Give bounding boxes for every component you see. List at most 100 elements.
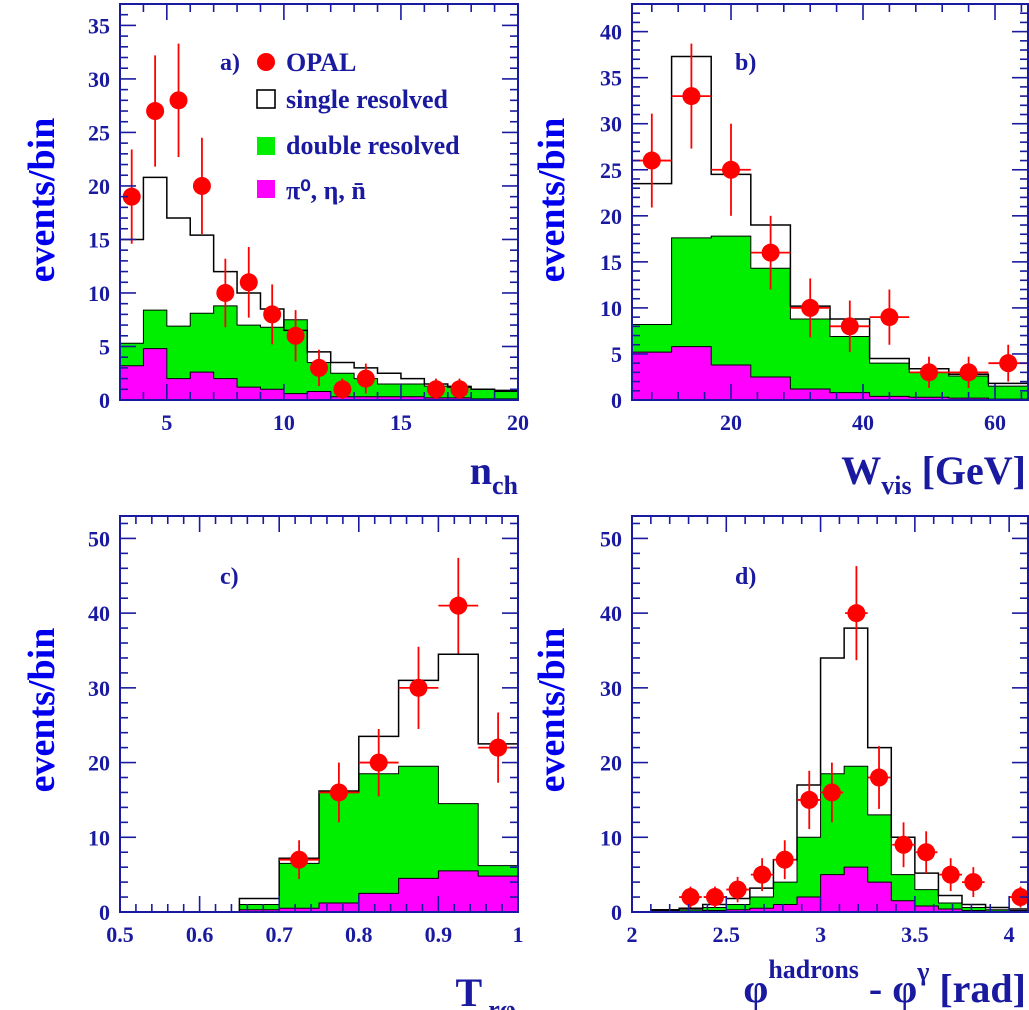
plot-frame [631,3,1029,401]
data-marker [880,308,899,327]
data-point [319,762,359,823]
plot-area [120,43,518,400]
y-axis: 0 10 20 30 40 50 [88,522,518,925]
data-marker [122,187,141,206]
y-tick-label: 10 [88,281,110,306]
legend-label-single: single resolved [286,85,449,114]
data-point [438,557,479,654]
data-marker [761,243,780,262]
data-marker [333,380,352,399]
data-marker [722,160,740,179]
data-marker [705,888,724,907]
panel-label: a) [220,50,240,76]
legend-label-pi0: π⁰, η, n̄ [286,176,366,205]
y-tick-label: 30 [600,112,622,137]
y-axis-title: events/bin [531,628,573,793]
legend-label-opal: OPAL [286,48,356,77]
data-marker [369,753,388,772]
data-point [820,762,844,823]
data-marker [920,363,938,382]
y-tick-label: 0 [99,388,110,413]
data-point [750,858,774,892]
x-tick-label: 4 [1004,922,1015,947]
x-tick-label: 0.7 [265,922,293,947]
x-tick-label: 20 [720,410,742,435]
data-marker [146,102,165,121]
data-point [239,246,258,318]
data-point [356,363,375,394]
panel-a: 0 5 10 15 20 25 30 35 5 10 15 20 events/bin a) nch [21,3,529,500]
x-axis: 20 40 60 [650,4,1023,435]
data-marker [642,151,661,170]
y-tick-label: 0 [611,900,622,925]
data-marker [822,783,841,802]
legend-label-double: double resolved [286,131,460,160]
data-marker [800,790,819,809]
x-tick-label: 2 [627,922,638,947]
data-point [427,378,446,400]
data-marker [681,888,700,907]
y-tick-label: 20 [88,174,110,199]
y-tick-label: 40 [88,601,110,626]
magenta-box-icon [257,180,275,198]
data-point [286,310,305,362]
x-tick-label: 1 [513,922,524,947]
data-marker [959,363,978,382]
data-marker [427,380,446,399]
x-axis-title-sup2: γ [916,957,929,986]
panel-d: 0 10 20 30 40 50 2 2.5 3 3.5 4 events/bin d) φhadrons… [531,515,1029,1010]
y-axis-title: events/bin [531,118,573,283]
x-tick-label: 2.5 [713,922,741,947]
x-tick-label: 60 [984,410,1006,435]
data-point [703,886,727,908]
x-tick-label: 15 [390,410,412,435]
data-point [122,149,141,244]
x-tick-label: 0.9 [425,922,453,947]
data-marker [450,380,469,399]
y-tick-label: 35 [88,13,110,38]
data-point [830,300,870,353]
legend-item-pi0: π⁰, η, n̄ [257,176,366,205]
x-tick-label: 0.5 [106,922,134,947]
y-tick-label: 25 [600,158,622,183]
legend-item-opal: OPAL [257,48,356,77]
data-marker [753,865,772,884]
x-axis: 2 2.5 3 3.5 4 [627,516,1029,947]
data-marker [409,678,428,697]
x-axis-title: φhadrons - φγ [rad] [743,955,1026,1010]
y-tick-label: 0 [99,900,110,925]
data-point [679,886,702,908]
data-marker [449,596,468,615]
data-point [773,840,797,880]
x-axis-title-main: φ [743,966,768,1010]
data-point [909,356,949,389]
data-point [192,137,211,235]
data-point [333,378,352,400]
x-axis-title-sub: vis [881,471,911,500]
data-marker [192,176,211,195]
opal-data-series [279,557,518,880]
opal-data-series [632,43,1028,389]
data-point [711,123,751,216]
data-marker [489,738,508,757]
x-tick-label: 3 [815,922,826,947]
x-axis-title-main: n [470,448,492,493]
y-tick-label: 5 [99,334,110,359]
data-point [867,746,891,809]
opal-data-series [679,566,1028,908]
data-point [216,258,235,328]
y-tick-label: 20 [600,751,622,776]
data-point [358,728,399,797]
plot-area [238,557,518,912]
y-tick-label: 20 [600,204,622,229]
data-marker [917,843,936,862]
data-marker [239,273,258,292]
data-marker [999,354,1018,373]
data-marker [169,91,188,110]
plot-frame [631,515,1029,913]
opal-data-series [122,43,469,400]
y-tick-label: 40 [600,601,622,626]
y-axis-title: events/bin [21,628,63,793]
